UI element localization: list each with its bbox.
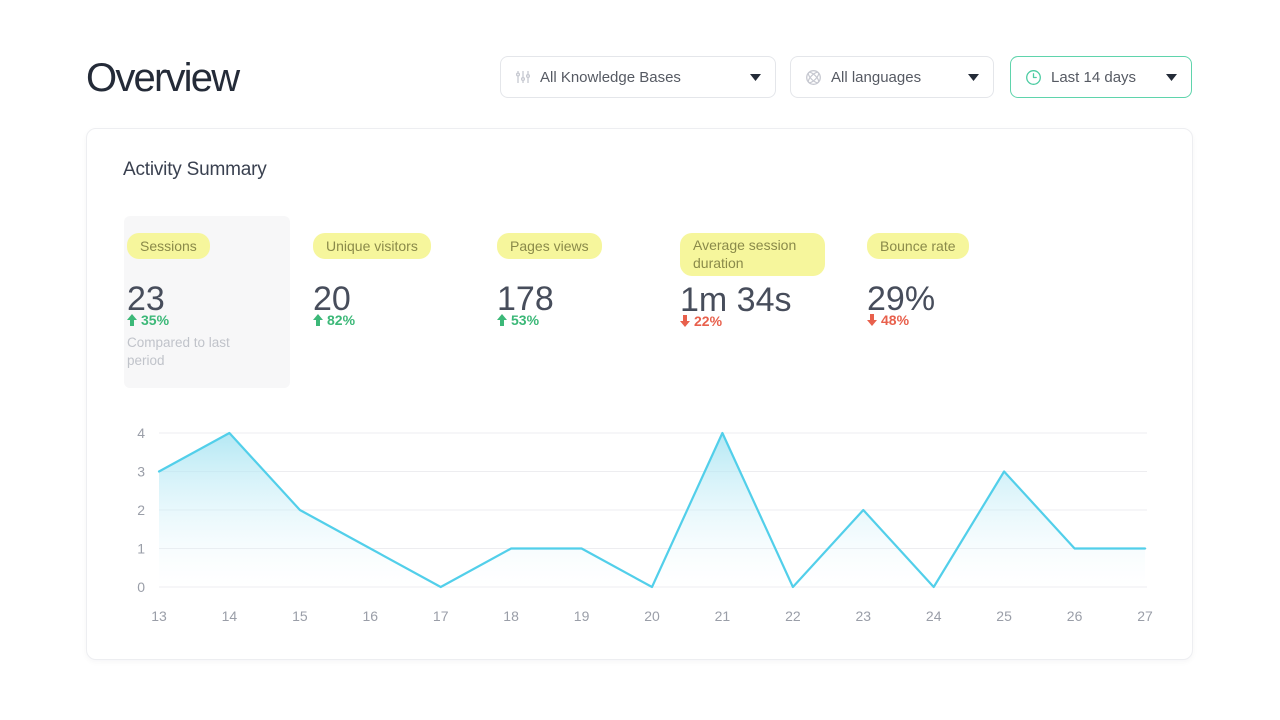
svg-text:17: 17: [433, 608, 449, 624]
svg-text:23: 23: [856, 608, 872, 624]
svg-text:26: 26: [1067, 608, 1083, 624]
svg-text:1: 1: [137, 541, 145, 557]
svg-text:24: 24: [926, 608, 942, 624]
svg-text:14: 14: [222, 608, 238, 624]
svg-text:0: 0: [137, 579, 145, 595]
svg-text:19: 19: [574, 608, 590, 624]
svg-text:3: 3: [137, 464, 145, 480]
svg-text:25: 25: [996, 608, 1012, 624]
svg-text:16: 16: [363, 608, 379, 624]
svg-text:21: 21: [715, 608, 731, 624]
svg-text:20: 20: [644, 608, 660, 624]
svg-text:18: 18: [503, 608, 519, 624]
svg-text:4: 4: [137, 425, 145, 441]
svg-text:15: 15: [292, 608, 308, 624]
svg-text:27: 27: [1137, 608, 1153, 624]
svg-text:13: 13: [151, 608, 167, 624]
svg-text:22: 22: [785, 608, 801, 624]
svg-text:2: 2: [137, 502, 145, 518]
